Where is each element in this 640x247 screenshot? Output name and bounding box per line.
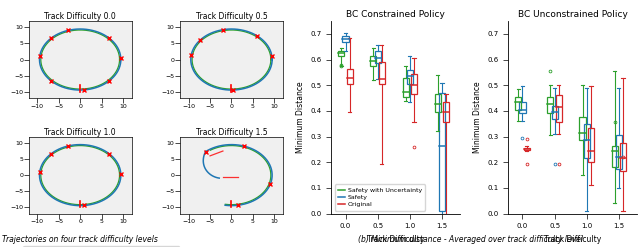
Title: Track Difficulty 0.0: Track Difficulty 0.0 xyxy=(44,12,116,21)
Title: BC Unconstrained Policy: BC Unconstrained Policy xyxy=(518,10,628,19)
Legend: Safety with Uncertainty, Safety, Original: Safety with Uncertainty, Safety, Origina… xyxy=(335,185,425,210)
X-axis label: Track Difficulty: Track Difficulty xyxy=(544,235,601,244)
Text: (a) Trajectories on four track difficulty levels: (a) Trajectories on four track difficult… xyxy=(0,235,158,244)
Legend: Safety with Uncertainty, Safety, Original: Safety with Uncertainty, Safety, Origina… xyxy=(24,246,179,247)
Title: BC Constrained Policy: BC Constrained Policy xyxy=(346,10,445,19)
Title: Track Difficulty 0.5: Track Difficulty 0.5 xyxy=(196,12,268,21)
X-axis label: Track Difficulty: Track Difficulty xyxy=(367,235,424,244)
Y-axis label: Minimum Distance: Minimum Distance xyxy=(296,82,305,153)
Text: (b) Minimum distance - Averaged over track difficulty level: (b) Minimum distance - Averaged over tra… xyxy=(358,235,583,244)
Title: Track Difficulty 1.5: Track Difficulty 1.5 xyxy=(196,127,268,137)
Y-axis label: Minimum Distance: Minimum Distance xyxy=(473,82,482,153)
Title: Track Difficulty 1.0: Track Difficulty 1.0 xyxy=(44,127,116,137)
